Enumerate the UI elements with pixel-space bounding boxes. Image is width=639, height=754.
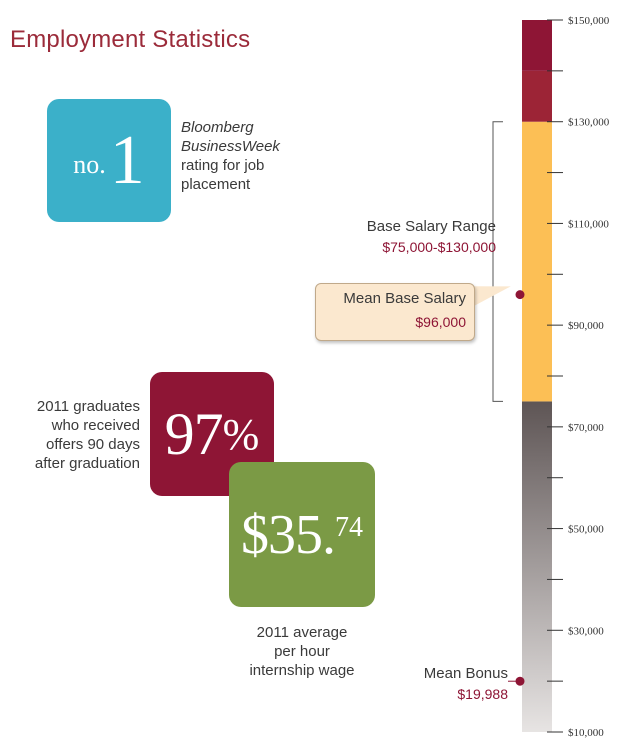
tick-label-110000: $110,000 [568, 218, 609, 230]
wage-line-1: 2011 average [256, 624, 348, 641]
offers-line-3: offers 90 days [46, 436, 140, 453]
mean-salary-callout: Mean Base Salary $96,000 [315, 283, 475, 341]
wage-line-3: internship wage [249, 662, 355, 679]
scale-segment-2 [522, 70, 552, 122]
offers-line-4: after graduation [34, 455, 140, 472]
offers-line-2: who received [51, 417, 140, 434]
salary-range-value: $75,000-$130,000 [382, 239, 496, 255]
wage-caption: 2011 average per hour internship wage [227, 623, 377, 680]
mean-bonus-value: $19,988 [457, 686, 508, 702]
wage-line-2: per hour [274, 643, 330, 660]
salary-range-title: Base Salary Range [366, 218, 496, 235]
ranking-caption: Bloomberg BusinessWeek rating for job pl… [181, 118, 311, 194]
tick-label-30000: $30,000 [568, 625, 604, 637]
mean-salary-value: $96,000 [415, 314, 466, 330]
tick-label-10000: $10,000 [568, 727, 604, 739]
mean-bonus-title: Mean Bonus [423, 665, 508, 682]
ranking-tile: no. 1 [47, 99, 171, 222]
rank-source-2: BusinessWeek [181, 138, 280, 155]
scale-segment-1 [522, 121, 552, 402]
marker-0 [515, 290, 525, 300]
rank-source: Bloomberg [181, 119, 254, 136]
tick-label-50000: $50,000 [568, 524, 604, 536]
wage-dollars: $35. [241, 503, 336, 566]
tick-label-130000: $130,000 [568, 117, 610, 129]
offers-unit: % [222, 409, 260, 459]
tick-label-150000: $150,000 [568, 15, 610, 27]
offers-caption: 2011 graduates who received offers 90 da… [4, 397, 140, 473]
rank-line-2: placement [181, 176, 251, 193]
offers-value: 97 [164, 401, 224, 467]
offers-line-1: 2011 graduates [36, 398, 140, 415]
mean-salary-label: Mean Base Salary [343, 290, 466, 307]
rank-line-1: rating for job [181, 157, 265, 174]
scale-segment-0 [522, 401, 552, 732]
wage-tile: $35. 74 [229, 462, 375, 607]
tick-label-70000: $70,000 [568, 422, 604, 434]
rank-number: 1 [109, 121, 145, 199]
tick-label-90000: $90,000 [568, 320, 604, 332]
salary-range-bracket [492, 121, 503, 402]
scale-segment-3 [522, 20, 552, 71]
mean-bonus-label: Mean Bonus $19,988 [398, 664, 508, 704]
wage-cents: 74 [335, 512, 363, 543]
page-title: Employment Statistics [10, 26, 251, 53]
rank-prefix: no. [73, 149, 106, 179]
salary-range-label: Base Salary Range $75,000-$130,000 [330, 217, 496, 257]
